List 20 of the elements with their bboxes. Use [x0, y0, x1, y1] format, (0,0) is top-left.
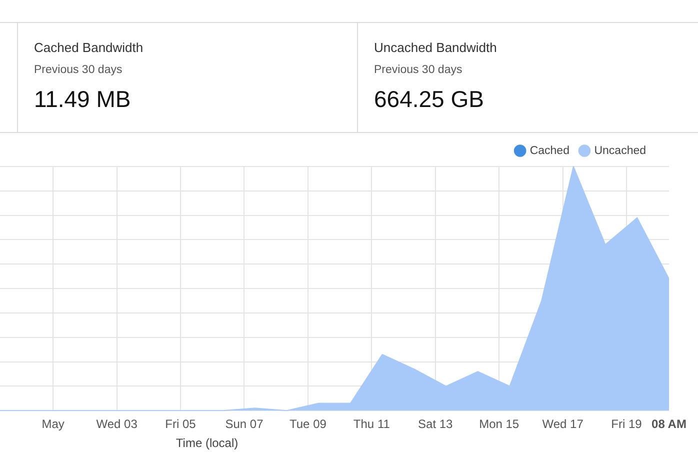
- text: Cached Bandwidth: [34, 40, 144, 56]
- x-tick-label: Tue 09: [289, 417, 327, 432]
- text: Uncached Bandwidth: [374, 40, 498, 56]
- text: 664.25 GB: [374, 86, 485, 112]
- x-tick-label: Fri 19: [611, 417, 642, 432]
- x-axis-title: Time (local): [176, 436, 238, 450]
- x-tick-label: Sat 13: [418, 417, 454, 432]
- x-tick-label: Wed 17: [542, 417, 584, 432]
- x-tick-label: May: [42, 417, 64, 432]
- legend-label: Cached: [530, 144, 570, 157]
- x-tick-label: Wed 03: [96, 417, 138, 432]
- x-tick-label: Fri 05: [165, 417, 196, 432]
- text: Previous 30 days: [34, 63, 124, 77]
- x-tick-label: Sun 07: [225, 417, 264, 432]
- text: 11.49 MB: [34, 86, 132, 112]
- x-tick-label: Thu 11: [353, 417, 390, 432]
- text: Previous 30 days: [374, 63, 464, 77]
- x-tick-label: 08 AM: [652, 417, 686, 432]
- x-tick-label: Mon 15: [479, 417, 520, 432]
- legend-label: Uncached: [594, 144, 646, 157]
